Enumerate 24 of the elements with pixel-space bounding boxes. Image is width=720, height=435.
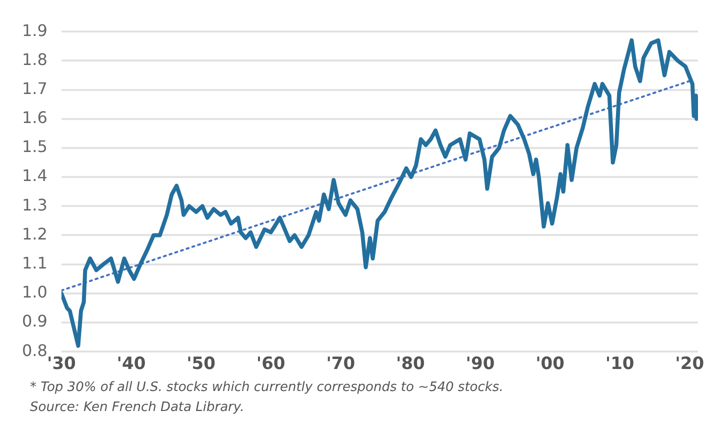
- y-tick-label: 1.6: [22, 108, 48, 128]
- y-tick-label: 1.9: [22, 20, 48, 40]
- text: * Top 30% of all U.S. stocks which currently corresponds to ~540 stocks.: [30, 379, 504, 397]
- y-tick-label: 1.5: [22, 137, 48, 156]
- x-tick-label: '30: [47, 354, 76, 374]
- x-tick-label: '10: [605, 354, 634, 374]
- source-note: Source: Ken French Data Library.: [30, 399, 246, 417]
- y-tick-label: 0.9: [22, 312, 48, 331]
- y-tick-label: 1.8: [22, 50, 48, 69]
- y-tick-label: 0.8: [22, 340, 48, 360]
- x-tick-label: '60: [256, 354, 286, 374]
- x-tick-label: '20: [675, 354, 704, 374]
- y-tick-label: 1.0: [22, 282, 48, 302]
- y-tick-label: 1.3: [22, 195, 48, 214]
- y-tick-label: 1.1: [22, 253, 48, 272]
- y-tick-label: 1.7: [22, 78, 48, 98]
- x-tick-label: '70: [326, 354, 356, 374]
- y-tick-label: 1.4: [22, 166, 48, 186]
- x-tick-label: '90: [466, 354, 495, 374]
- x-tick-label: '80: [396, 354, 426, 374]
- x-tick-label: '50: [186, 354, 216, 374]
- y-tick-label: 1.2: [22, 224, 48, 244]
- x-tick-label: '40: [116, 354, 146, 374]
- x-tick-label: '00: [536, 354, 565, 374]
